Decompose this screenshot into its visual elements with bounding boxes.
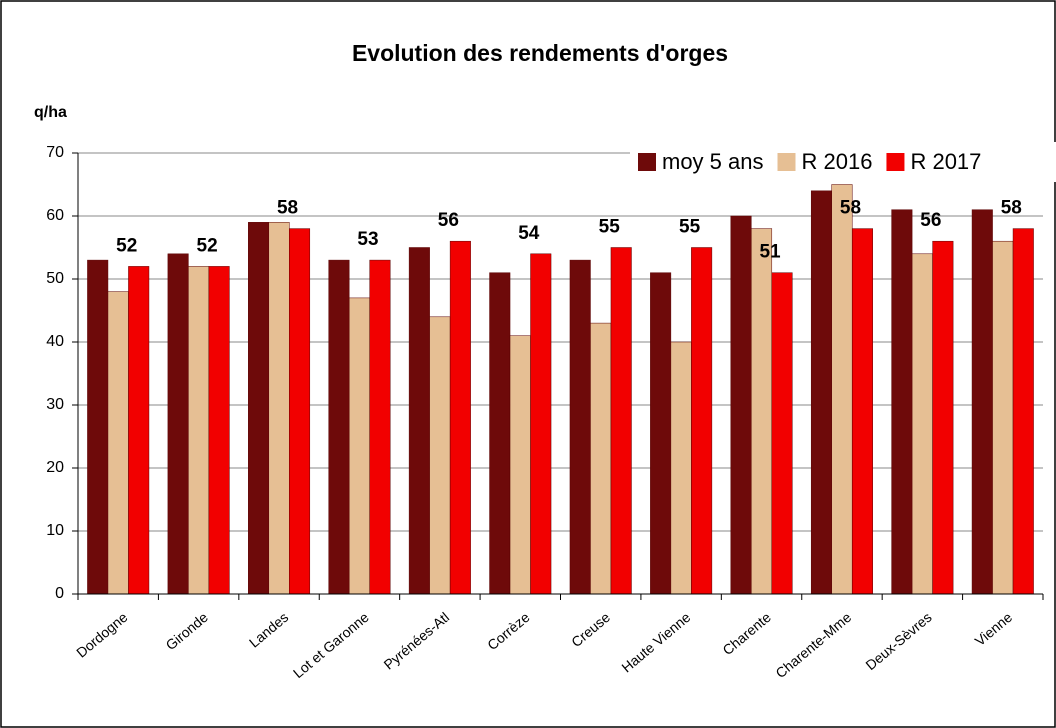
y-axis-label: q/ha [34,104,67,121]
bar [167,253,189,595]
bar [369,259,391,595]
bar [408,247,430,595]
data-label: 52 [116,235,137,256]
y-tick-label: 40 [46,333,64,350]
bar [348,297,370,595]
data-label: 55 [679,217,701,238]
bar [971,209,993,595]
data-label: 53 [357,229,378,250]
y-tick-label: 30 [46,396,64,413]
legend-background [630,142,1056,182]
y-tick-label: 10 [46,522,64,539]
bar [87,259,109,595]
bar [670,341,692,595]
bar [730,215,752,595]
bar [590,322,612,595]
legend-label: R 2016 [802,149,873,174]
bar [831,184,853,595]
legend-swatch [777,153,796,171]
bar [208,266,230,595]
bar [751,228,773,595]
bar [107,291,129,595]
data-label: 55 [599,217,621,238]
bar [509,335,531,595]
data-label: 58 [277,198,298,219]
bar [1012,228,1034,595]
bar [328,259,350,595]
y-tick-label: 50 [46,270,64,287]
bar [289,228,311,595]
bar [691,247,713,595]
bar [771,272,793,595]
bar [128,266,150,595]
legend-label: R 2017 [910,149,981,174]
bar [268,222,290,595]
bar [911,253,933,595]
bar [650,272,672,595]
bar [569,259,591,595]
data-label: 52 [197,235,218,256]
bar [449,240,471,595]
bar [248,222,270,595]
data-label: 51 [759,242,781,263]
legend: moy 5 ans R 2016 R 2017 [630,142,1056,182]
y-tick-label: 20 [46,459,64,476]
bar [188,266,210,595]
bar [489,272,511,595]
bar [429,316,451,595]
data-label: 56 [438,210,459,231]
y-tick-label: 0 [55,585,64,602]
y-tick-label: 70 [46,144,64,161]
bar [992,240,1014,595]
bar [810,190,832,595]
y-tick-label: 60 [46,207,64,224]
data-label: 56 [920,210,941,231]
chart-title: Evolution des rendements d'orges [352,40,728,66]
data-label: 58 [1001,198,1022,219]
data-label: 54 [518,223,540,244]
bar [932,240,954,595]
bar [851,228,873,595]
bar [610,247,632,595]
bar [891,209,913,595]
legend-swatch [886,153,905,171]
bar [530,253,552,595]
legend-swatch [638,153,656,171]
data-label: 58 [840,198,861,219]
legend-label: moy 5 ans [662,149,764,174]
